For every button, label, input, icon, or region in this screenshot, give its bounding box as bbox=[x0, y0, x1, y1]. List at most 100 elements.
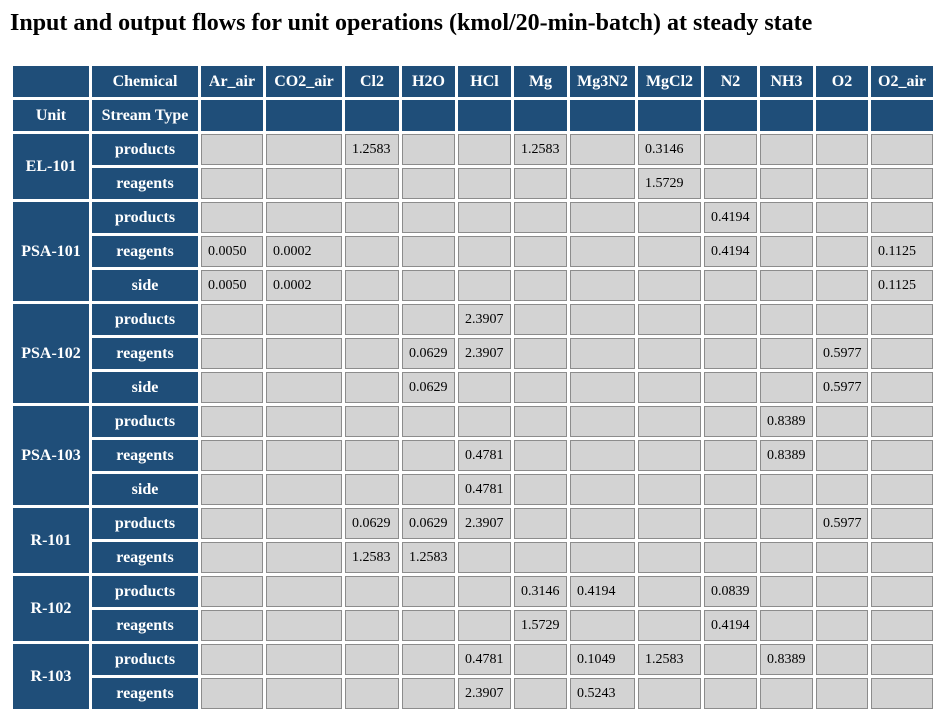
flow-value-cell bbox=[402, 134, 455, 165]
flow-value-cell bbox=[402, 610, 455, 641]
flow-value-cell bbox=[266, 202, 342, 233]
flow-value-cell bbox=[704, 134, 757, 165]
flow-value-cell bbox=[816, 576, 868, 607]
flow-value-cell bbox=[871, 542, 933, 573]
flow-value-cell bbox=[871, 508, 933, 539]
flow-value-cell bbox=[704, 474, 757, 505]
flow-value-cell bbox=[345, 338, 399, 369]
chemical-header-o2-air: O2_air bbox=[871, 66, 933, 97]
flow-value-cell bbox=[638, 542, 701, 573]
flow-value-cell bbox=[871, 304, 933, 335]
stream-type-cell: reagents bbox=[92, 236, 198, 267]
flow-value-cell bbox=[458, 168, 511, 199]
flow-value-cell: 0.4781 bbox=[458, 644, 511, 675]
flow-value-cell bbox=[345, 372, 399, 403]
flow-value-cell: 1.5729 bbox=[638, 168, 701, 199]
flow-value-cell bbox=[570, 508, 635, 539]
flow-value-cell bbox=[402, 576, 455, 607]
flow-value-cell bbox=[514, 338, 567, 369]
chemical-header-co2-air: CO2_air bbox=[266, 66, 342, 97]
table-row: reagents 1.5729 0.4194 bbox=[13, 610, 933, 641]
table-row: EL-101 products 1.2583 1.2583 0.3146 bbox=[13, 134, 933, 199]
unit-name-cell: PSA-101 bbox=[13, 202, 89, 301]
flow-value-cell bbox=[871, 372, 933, 403]
flow-value-cell bbox=[345, 304, 399, 335]
flow-value-cell bbox=[345, 236, 399, 267]
flow-value-cell bbox=[570, 610, 635, 641]
unit-header-blank-cell bbox=[704, 100, 757, 131]
flow-value-cell bbox=[266, 542, 342, 573]
flow-value-cell bbox=[638, 508, 701, 539]
flow-value-cell bbox=[816, 304, 868, 335]
unit-header-blank-cell bbox=[201, 100, 263, 131]
unit-name-cell: EL-101 bbox=[13, 134, 89, 199]
flow-value-cell bbox=[266, 644, 342, 675]
flow-value-cell bbox=[345, 440, 399, 471]
table-row: reagents 0.0629 2.3907 0.5977 bbox=[13, 338, 933, 369]
flow-value-cell: 0.0050 bbox=[201, 270, 263, 301]
flow-value-cell bbox=[704, 338, 757, 369]
table-row: reagents 0.4781 0.8389 bbox=[13, 440, 933, 471]
unit-name-cell: R-101 bbox=[13, 508, 89, 573]
chemical-header-label: Chemical bbox=[92, 66, 198, 97]
flow-value-cell bbox=[570, 372, 635, 403]
flow-value-cell bbox=[201, 474, 263, 505]
table-row: reagents 1.2583 1.2583 bbox=[13, 542, 933, 573]
flow-value-cell bbox=[570, 270, 635, 301]
flow-value-cell bbox=[458, 270, 511, 301]
flow-value-cell bbox=[704, 678, 757, 709]
unit-header-row: Unit Stream Type bbox=[13, 100, 933, 131]
table-row: reagents 1.5729 bbox=[13, 168, 933, 199]
flow-value-cell bbox=[266, 134, 342, 165]
stream-type-cell: reagents bbox=[92, 542, 198, 573]
chemical-header-nh3: NH3 bbox=[760, 66, 813, 97]
flow-value-cell bbox=[402, 202, 455, 233]
unit-header-blank-cell bbox=[760, 100, 813, 131]
flow-value-cell: 1.2583 bbox=[638, 644, 701, 675]
flow-value-cell bbox=[402, 474, 455, 505]
unit-header-blank-cell bbox=[345, 100, 399, 131]
flow-value-cell bbox=[816, 440, 868, 471]
flow-value-cell bbox=[201, 440, 263, 471]
flow-value-cell bbox=[201, 134, 263, 165]
flow-value-cell bbox=[266, 576, 342, 607]
flow-value-cell: 1.2583 bbox=[514, 134, 567, 165]
flow-value-cell: 2.3907 bbox=[458, 304, 511, 335]
flow-value-cell: 0.0002 bbox=[266, 236, 342, 267]
flow-value-cell bbox=[345, 610, 399, 641]
flow-value-cell: 0.0002 bbox=[266, 270, 342, 301]
flow-value-cell bbox=[816, 168, 868, 199]
flow-value-cell bbox=[570, 474, 635, 505]
flow-value-cell: 0.8389 bbox=[760, 406, 813, 437]
chemical-header-ar-air: Ar_air bbox=[201, 66, 263, 97]
flow-value-cell bbox=[514, 304, 567, 335]
flow-value-cell bbox=[402, 270, 455, 301]
flow-value-cell bbox=[266, 678, 342, 709]
flow-value-cell bbox=[816, 202, 868, 233]
flow-value-cell bbox=[570, 406, 635, 437]
flow-value-cell bbox=[760, 236, 813, 267]
table-row: side 0.4781 bbox=[13, 474, 933, 505]
flow-value-cell bbox=[638, 304, 701, 335]
flow-value-cell bbox=[816, 644, 868, 675]
unit-header-blank-cell bbox=[871, 100, 933, 131]
flow-value-cell bbox=[345, 474, 399, 505]
flow-value-cell: 0.3146 bbox=[514, 576, 567, 607]
stream-type-cell: side bbox=[92, 270, 198, 301]
stream-type-cell: reagents bbox=[92, 168, 198, 199]
flow-value-cell bbox=[458, 134, 511, 165]
flow-value-cell bbox=[704, 372, 757, 403]
flow-value-cell bbox=[514, 508, 567, 539]
flow-value-cell bbox=[816, 270, 868, 301]
flow-value-cell: 2.3907 bbox=[458, 338, 511, 369]
flow-value-cell bbox=[458, 610, 511, 641]
flow-value-cell bbox=[871, 440, 933, 471]
flow-value-cell bbox=[458, 576, 511, 607]
chemical-header-mg3n2: Mg3N2 bbox=[570, 66, 635, 97]
chemical-header-hcl: HCl bbox=[458, 66, 511, 97]
flow-value-cell bbox=[704, 508, 757, 539]
unit-header-label: Unit bbox=[13, 100, 89, 131]
flow-value-cell bbox=[638, 270, 701, 301]
flow-value-cell: 0.5977 bbox=[816, 372, 868, 403]
stream-type-cell: reagents bbox=[92, 610, 198, 641]
